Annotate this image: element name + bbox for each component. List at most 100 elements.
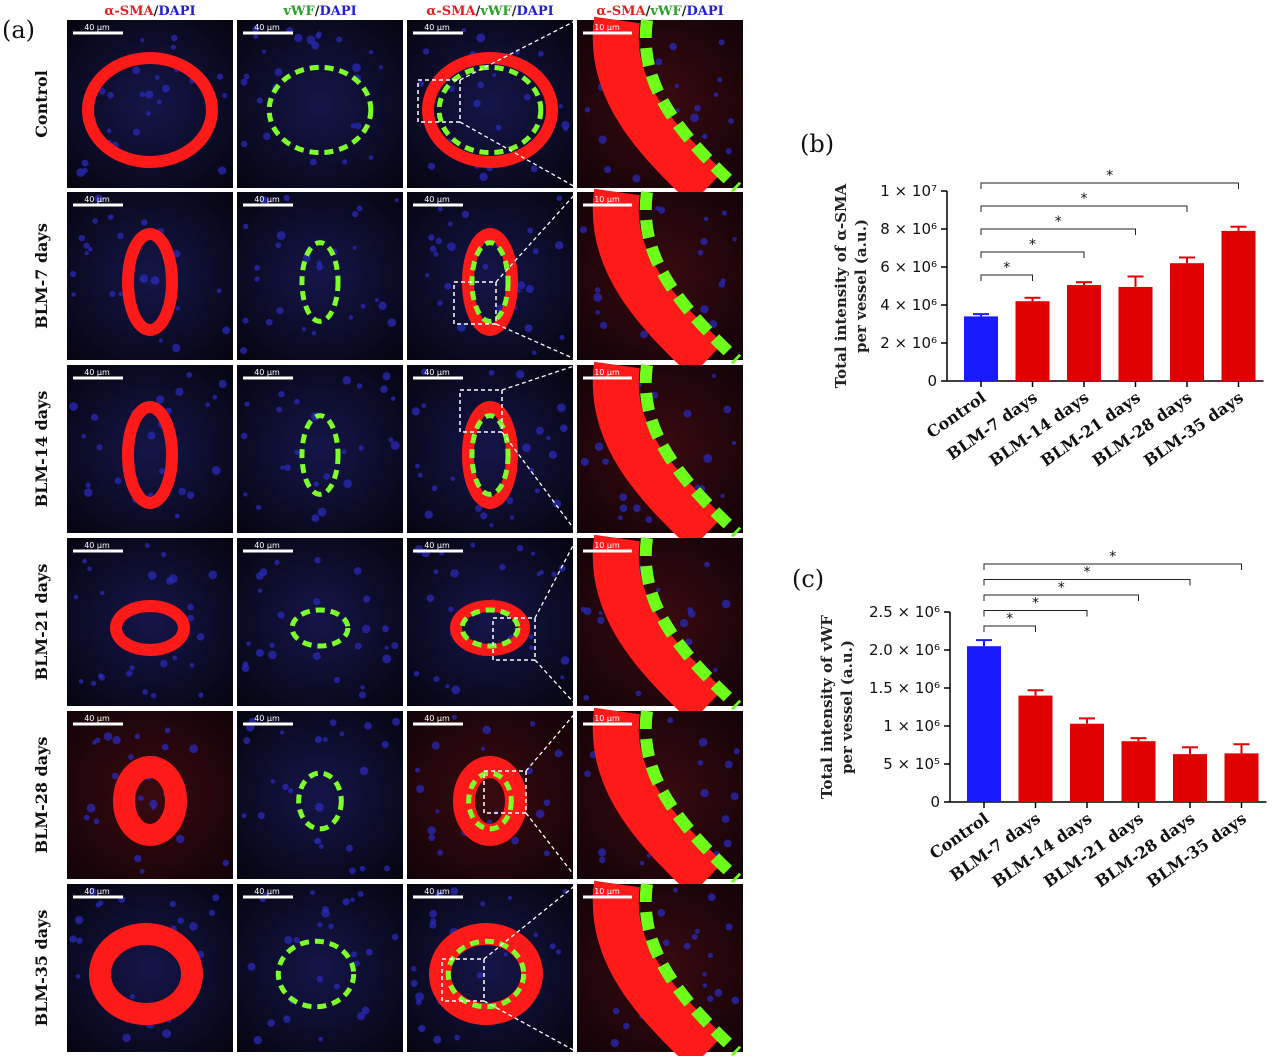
nucleus bbox=[714, 988, 723, 997]
nucleus bbox=[461, 28, 467, 33]
column-header-2: vWF/DAPI bbox=[282, 4, 356, 19]
zoom-box bbox=[441, 958, 485, 1002]
nucleus bbox=[243, 737, 251, 745]
endothelium bbox=[436, 64, 544, 156]
y-tick-label: 2.5 × 10⁶ bbox=[869, 603, 940, 621]
tile-background bbox=[237, 884, 403, 1052]
micrograph-tile: 10 µm bbox=[577, 707, 743, 896]
nucleus bbox=[265, 318, 273, 326]
nucleus bbox=[416, 784, 425, 794]
bar bbox=[1018, 695, 1053, 802]
nucleus bbox=[156, 99, 162, 105]
nucleus bbox=[241, 140, 248, 148]
nucleus bbox=[421, 403, 427, 408]
tile-background bbox=[237, 192, 403, 360]
vessel-wall bbox=[122, 228, 178, 336]
micrograph-tile: 40 µm bbox=[237, 884, 403, 1052]
nucleus bbox=[651, 391, 659, 399]
nucleus bbox=[730, 792, 739, 801]
nucleus bbox=[352, 245, 357, 250]
nucleus bbox=[657, 908, 666, 917]
nucleus bbox=[694, 484, 700, 490]
micrograph-tile: 10 µm bbox=[577, 534, 743, 723]
nucleus bbox=[374, 298, 379, 303]
nucleus bbox=[359, 865, 366, 872]
micrograph-tile: 40 µm bbox=[407, 191, 578, 361]
nucleus bbox=[256, 504, 262, 510]
scale-bar-label: 40 µm bbox=[254, 23, 280, 32]
nucleus bbox=[321, 908, 330, 918]
nucleus bbox=[336, 36, 343, 43]
nucleus bbox=[346, 844, 354, 852]
nucleus bbox=[216, 288, 222, 294]
zoom-connector bbox=[495, 323, 578, 361]
nucleus bbox=[612, 1007, 620, 1015]
nucleus bbox=[169, 900, 177, 908]
nucleus bbox=[433, 675, 440, 683]
vessel-wall bbox=[450, 600, 530, 656]
row-label: BLM-7 days bbox=[32, 223, 51, 329]
y-axis-label-line2: per vessel (a.u.) bbox=[838, 640, 856, 774]
nucleus bbox=[707, 893, 716, 902]
zoom-vessel-wall bbox=[592, 880, 723, 1056]
nucleus bbox=[437, 300, 443, 306]
nucleus bbox=[669, 42, 677, 51]
nucleus bbox=[73, 594, 79, 600]
nucleus bbox=[426, 594, 435, 603]
significance-bracket bbox=[983, 610, 1088, 617]
nucleus bbox=[700, 305, 709, 314]
nucleus bbox=[595, 309, 601, 315]
nucleus bbox=[83, 488, 93, 497]
nucleus bbox=[276, 406, 283, 413]
nucleus bbox=[263, 132, 271, 141]
nucleus bbox=[151, 805, 156, 810]
nucleus bbox=[563, 126, 568, 132]
nucleus bbox=[656, 587, 661, 592]
micrograph-tile: 10 µm bbox=[577, 880, 743, 1056]
nucleus bbox=[387, 318, 397, 327]
nucleus bbox=[558, 104, 563, 109]
significance-bracket bbox=[983, 625, 1036, 632]
nucleus bbox=[378, 301, 387, 310]
nucleus bbox=[175, 306, 180, 311]
tile-background bbox=[67, 711, 233, 879]
nucleus bbox=[142, 689, 148, 695]
nucleus bbox=[274, 559, 280, 566]
micrograph-tile: 10 µm bbox=[577, 361, 743, 550]
nucleus bbox=[177, 917, 184, 924]
scale-bar-label: 40 µm bbox=[84, 368, 110, 377]
y-tick-label: 1 × 10⁷ bbox=[880, 182, 937, 200]
nucleus bbox=[415, 992, 425, 1002]
nucleus bbox=[394, 198, 399, 203]
nucleus bbox=[480, 901, 486, 907]
nucleus bbox=[301, 326, 307, 332]
zoom-connector bbox=[459, 121, 578, 189]
zoom-endothelium bbox=[639, 537, 742, 711]
nucleus bbox=[83, 814, 90, 821]
y-tick-label: 0 bbox=[930, 793, 940, 811]
nucleus bbox=[198, 692, 204, 698]
nucleus bbox=[475, 504, 483, 512]
nucleus bbox=[444, 282, 452, 290]
nucleus bbox=[584, 770, 591, 778]
nucleus bbox=[288, 788, 294, 794]
row-label: Control bbox=[32, 70, 51, 138]
zoom-endothelium bbox=[639, 710, 742, 884]
nucleus bbox=[208, 909, 216, 917]
micrograph-tile: 40 µm bbox=[407, 537, 578, 707]
nucleus bbox=[424, 510, 433, 519]
nucleus bbox=[473, 99, 481, 108]
significance-star: * bbox=[1003, 260, 1010, 276]
scale-bar-label: 40 µm bbox=[254, 714, 280, 723]
scale-bar-label: 40 µm bbox=[254, 887, 280, 896]
micrograph-tile: 40 µm bbox=[237, 365, 403, 533]
nucleus bbox=[721, 210, 728, 216]
nucleus bbox=[314, 557, 321, 564]
nucleus bbox=[428, 834, 436, 842]
nucleus bbox=[721, 815, 730, 823]
nucleus bbox=[222, 92, 228, 99]
bar bbox=[1121, 741, 1156, 802]
nucleus bbox=[279, 730, 285, 735]
nucleus bbox=[357, 890, 364, 897]
